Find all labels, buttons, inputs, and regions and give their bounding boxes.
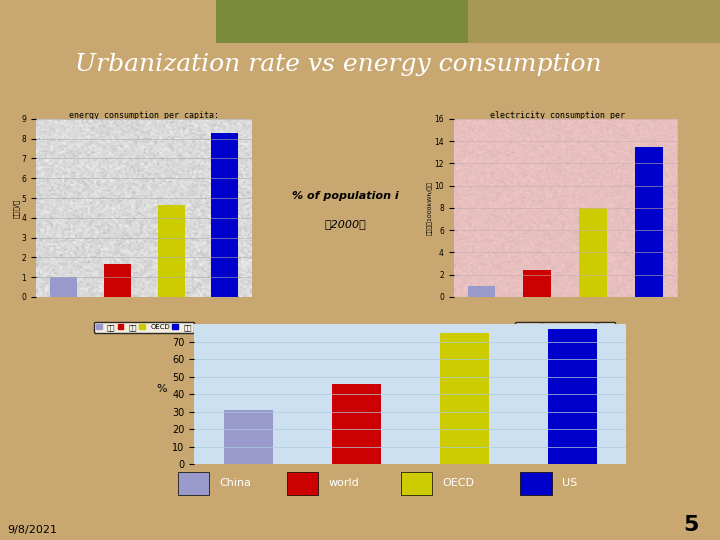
Bar <box>332 383 381 464</box>
Legend: 中国, 世界, OECD, 美国: 中国, 世界, OECD, 美国 <box>515 322 616 333</box>
Bar <box>521 472 552 495</box>
Y-axis label: 电力度（1000kWh/人）: 电力度（1000kWh/人） <box>427 181 433 235</box>
Bar <box>401 472 432 495</box>
Bar <box>158 205 184 297</box>
Bar <box>468 0 720 43</box>
Text: 9/8/2021: 9/8/2021 <box>7 524 57 535</box>
Y-axis label: %: % <box>156 384 166 394</box>
Bar <box>216 0 504 43</box>
Bar <box>287 472 318 495</box>
Bar <box>467 286 495 297</box>
Bar <box>548 329 597 464</box>
Bar <box>212 133 238 297</box>
Text: China: China <box>220 478 252 488</box>
Bar <box>179 472 210 495</box>
Bar <box>224 410 273 464</box>
Bar <box>635 147 663 297</box>
Bar <box>440 333 489 464</box>
Bar <box>579 208 607 297</box>
Text: electricity consumption per
capita:China and World（1998）: electricity consumption per capita:China… <box>488 111 628 130</box>
Text: Urbanization rate vs energy consumption: Urbanization rate vs energy consumption <box>75 53 602 76</box>
Text: world: world <box>328 478 359 488</box>
Text: （2000）: （2000） <box>325 219 366 229</box>
Text: energy consumption per capita:
China and World（1999）: energy consumption per capita: China and… <box>69 111 219 130</box>
Bar <box>104 264 130 297</box>
Bar <box>50 277 76 297</box>
Text: US: US <box>562 478 577 488</box>
Text: % of population i: % of population i <box>292 191 399 201</box>
Bar <box>523 270 552 297</box>
Legend: 中国, 世界, OECD, 美国: 中国, 世界, OECD, 美国 <box>94 322 194 333</box>
Text: 5: 5 <box>683 515 698 535</box>
Text: OECD: OECD <box>443 478 474 488</box>
Y-axis label: 游标项/人: 游标项/人 <box>14 198 20 218</box>
